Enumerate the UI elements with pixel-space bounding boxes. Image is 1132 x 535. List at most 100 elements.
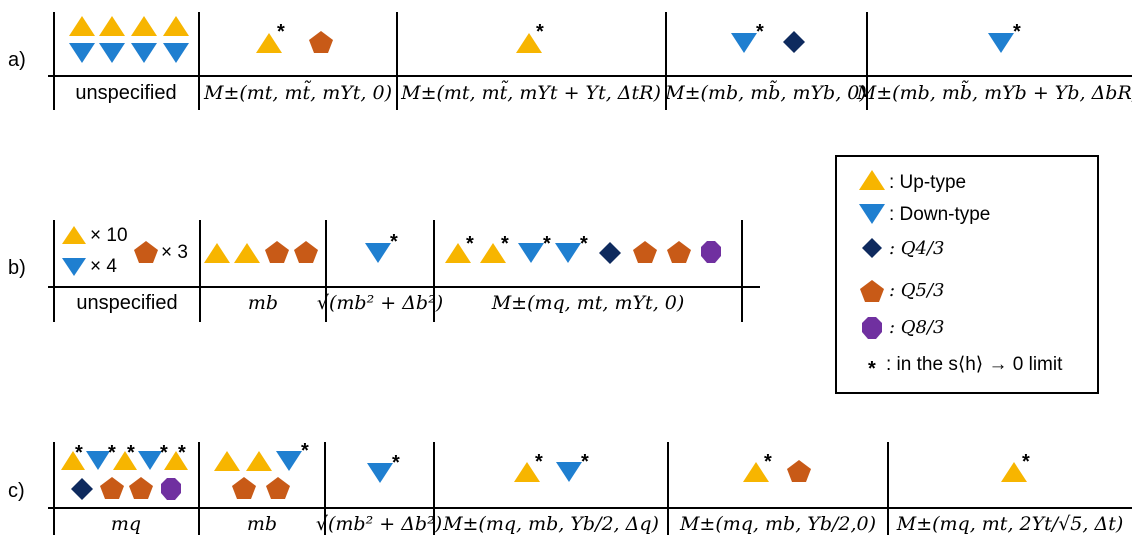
star-marker: * — [160, 442, 168, 464]
star-marker: * — [581, 451, 589, 473]
row-a-header-3: M±(mb, mb̃, mYb, 0) — [664, 81, 867, 104]
star-marker: * — [75, 442, 83, 464]
row-b-header-1: mb — [248, 292, 278, 314]
star-marker: * — [108, 442, 116, 464]
q83-octagon — [862, 317, 882, 339]
q43-diamond — [71, 478, 93, 500]
q53-pentagon — [860, 280, 884, 302]
row-a-cell-unspecified-glyphs — [69, 16, 189, 63]
q53-pentagon — [309, 31, 333, 53]
row-b-cell-3-glyphs: * * * * — [445, 233, 721, 264]
q53-pentagon — [232, 477, 256, 499]
row-b-cell-2-glyphs: * — [365, 231, 398, 263]
down-type-triangle — [988, 33, 1014, 53]
up-type-triangle — [256, 33, 282, 53]
up-type-triangle — [164, 451, 188, 470]
row-a: a) unspecified * M±(mt, mt̃, mYt, 0) — [8, 12, 1132, 110]
q53-pentagon — [100, 477, 124, 499]
up-type-count: × 10 — [90, 225, 128, 246]
star-marker: * — [501, 233, 509, 255]
up-type-triangle — [743, 462, 769, 482]
row-b-header-unspecified: unspecified — [76, 292, 177, 314]
down-type-triangle — [138, 451, 162, 470]
q43-diamond — [599, 242, 621, 264]
up-type-triangle — [61, 451, 85, 470]
up-type-triangle — [480, 243, 506, 263]
up-type-triangle — [1001, 462, 1027, 482]
down-type-count: × 4 — [90, 256, 117, 277]
row-c-cell-2-glyphs: * — [367, 452, 400, 483]
q53-pentagon — [266, 477, 290, 499]
legend: : Up-type : Down-type : Q4/3 : Q5/3 : Q8… — [835, 155, 1099, 394]
up-type-triangle — [113, 451, 137, 470]
row-a-cell-3-glyphs: * — [731, 21, 805, 53]
down-type-triangle — [555, 243, 581, 263]
up-type-triangle — [99, 16, 125, 36]
q53-pentagon — [667, 241, 691, 263]
legend-box — [835, 155, 1099, 394]
star-marker: * — [580, 233, 588, 255]
row-c: c) * * * * * mq — [8, 440, 1132, 535]
row-c-header-4: M±(mq, mb, Yb/2,0) — [679, 513, 876, 535]
star-marker: * — [390, 231, 398, 253]
star-marker: * — [127, 442, 135, 464]
row-label-b: b) — [8, 257, 26, 279]
up-type-triangle — [859, 170, 885, 190]
star-marker: * — [535, 451, 543, 473]
q53-pentagon — [787, 460, 811, 482]
star-marker: * — [536, 21, 544, 43]
down-type-triangle — [69, 43, 95, 63]
legend-up-type-label: : Up-type — [889, 172, 966, 193]
up-type-triangle — [234, 243, 260, 263]
down-type-triangle — [731, 33, 757, 53]
row-c-cell-5-glyphs: * — [1001, 451, 1030, 482]
legend-q83-label: : Q8/3 — [889, 317, 945, 338]
row-a-cell-2-glyphs: * — [516, 21, 544, 53]
down-type-triangle — [367, 463, 393, 483]
q83-octagon — [161, 478, 181, 500]
up-type-triangle — [62, 226, 86, 244]
row-b-cell-unspecified-glyphs: × 10 × 4 × 3 — [62, 225, 188, 277]
down-type-triangle — [99, 43, 125, 63]
down-type-triangle — [62, 258, 86, 276]
down-type-triangle — [859, 204, 885, 224]
star-marker: * — [178, 442, 186, 464]
up-type-triangle — [204, 243, 230, 263]
row-c-cell-1-glyphs: * — [214, 440, 309, 499]
star-marker: * — [392, 452, 400, 474]
q53-pentagon — [633, 241, 657, 263]
row-c-cell-4-glyphs: * — [743, 451, 811, 482]
up-type-triangle — [246, 451, 272, 471]
row-a-header-unspecified: unspecified — [75, 82, 176, 104]
row-a-header-2: M±(mt, mt̃, mYt + Yt, ΔtR) — [400, 81, 661, 104]
star-marker: * — [301, 440, 309, 462]
row-c-header-0: mq — [111, 513, 141, 535]
q53-pentagon — [265, 241, 289, 263]
star-marker: * — [764, 451, 772, 473]
row-a-cell-1-glyphs: * — [256, 21, 333, 53]
down-type-triangle — [556, 462, 582, 482]
star-marker: * — [466, 233, 474, 255]
q53-pentagon — [129, 477, 153, 499]
star-marker: * — [868, 358, 876, 380]
up-type-triangle — [214, 451, 240, 471]
q53-count: × 3 — [161, 242, 188, 263]
star-marker: * — [756, 21, 764, 43]
row-c-header-2: √(mb² + Δb²) — [316, 513, 442, 535]
down-type-triangle — [131, 43, 157, 63]
row-label-a: a) — [8, 49, 26, 71]
star-marker: * — [1013, 21, 1021, 43]
star-marker: * — [1022, 451, 1030, 473]
legend-q53-label: : Q5/3 — [889, 280, 945, 301]
row-c-header-1: mb — [247, 513, 277, 535]
q53-pentagon — [134, 241, 158, 263]
up-type-triangle — [514, 462, 540, 482]
star-marker: * — [543, 233, 551, 255]
row-b: b) × 10 × 4 × 3 unspecified mb * — [8, 220, 760, 322]
down-type-triangle — [518, 243, 544, 263]
row-b-header-2: √(mb² + Δb²) — [317, 292, 443, 314]
row-b-cell-1-glyphs — [204, 241, 318, 263]
q83-octagon — [701, 241, 721, 263]
down-type-triangle — [86, 451, 110, 470]
